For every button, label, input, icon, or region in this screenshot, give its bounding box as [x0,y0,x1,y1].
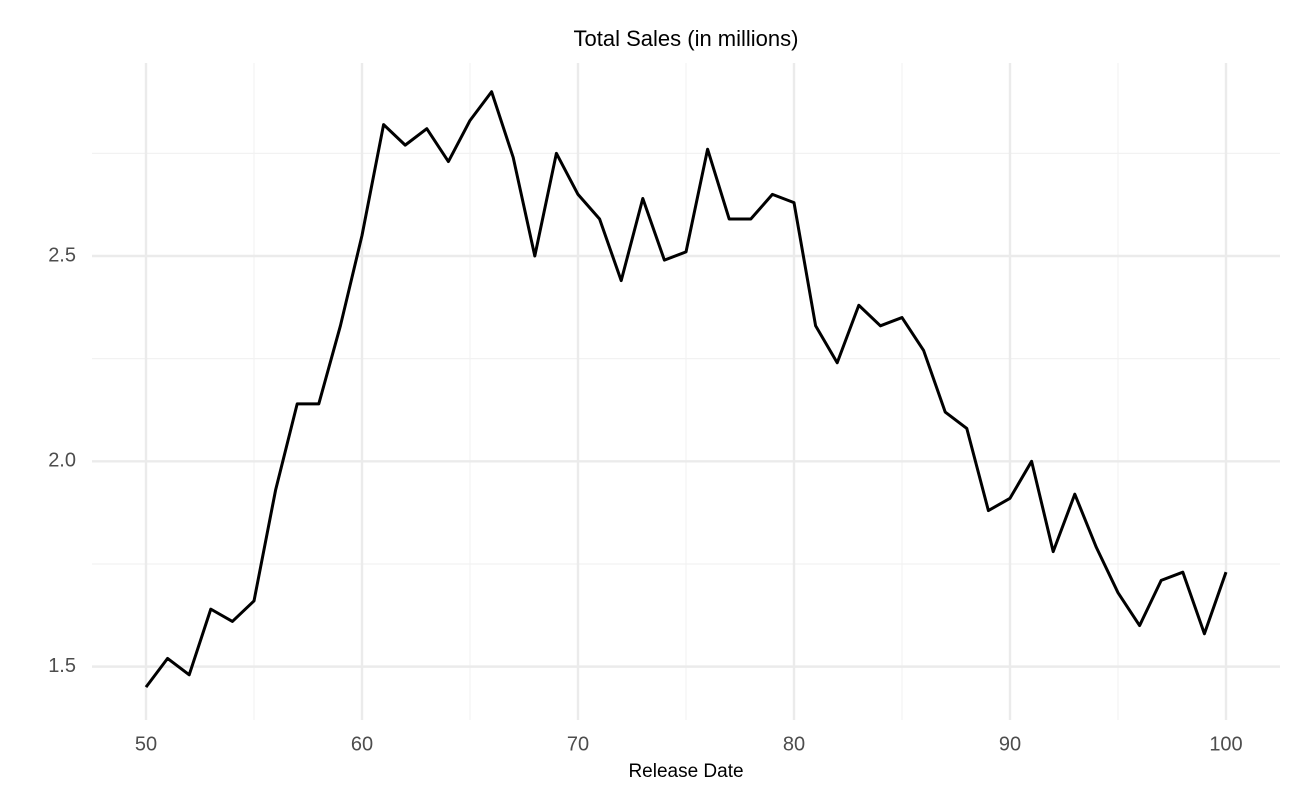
x-tick-label: 100 [1209,733,1242,755]
line [144,90,1228,689]
x-axis-label: Release Date [628,761,743,782]
x-tick-label: 50 [135,733,157,755]
x-tick-label: 80 [783,733,805,755]
x-tick-label: 90 [999,733,1021,755]
x-tick-label: 70 [567,733,589,755]
x-tick-label: 60 [351,733,373,755]
y-tick-label: 2.0 [48,450,76,472]
y-tick-label: 2.5 [48,244,76,266]
chart-title: Total Sales (in millions) [574,26,799,51]
y-tick-label: 1.5 [48,655,76,677]
